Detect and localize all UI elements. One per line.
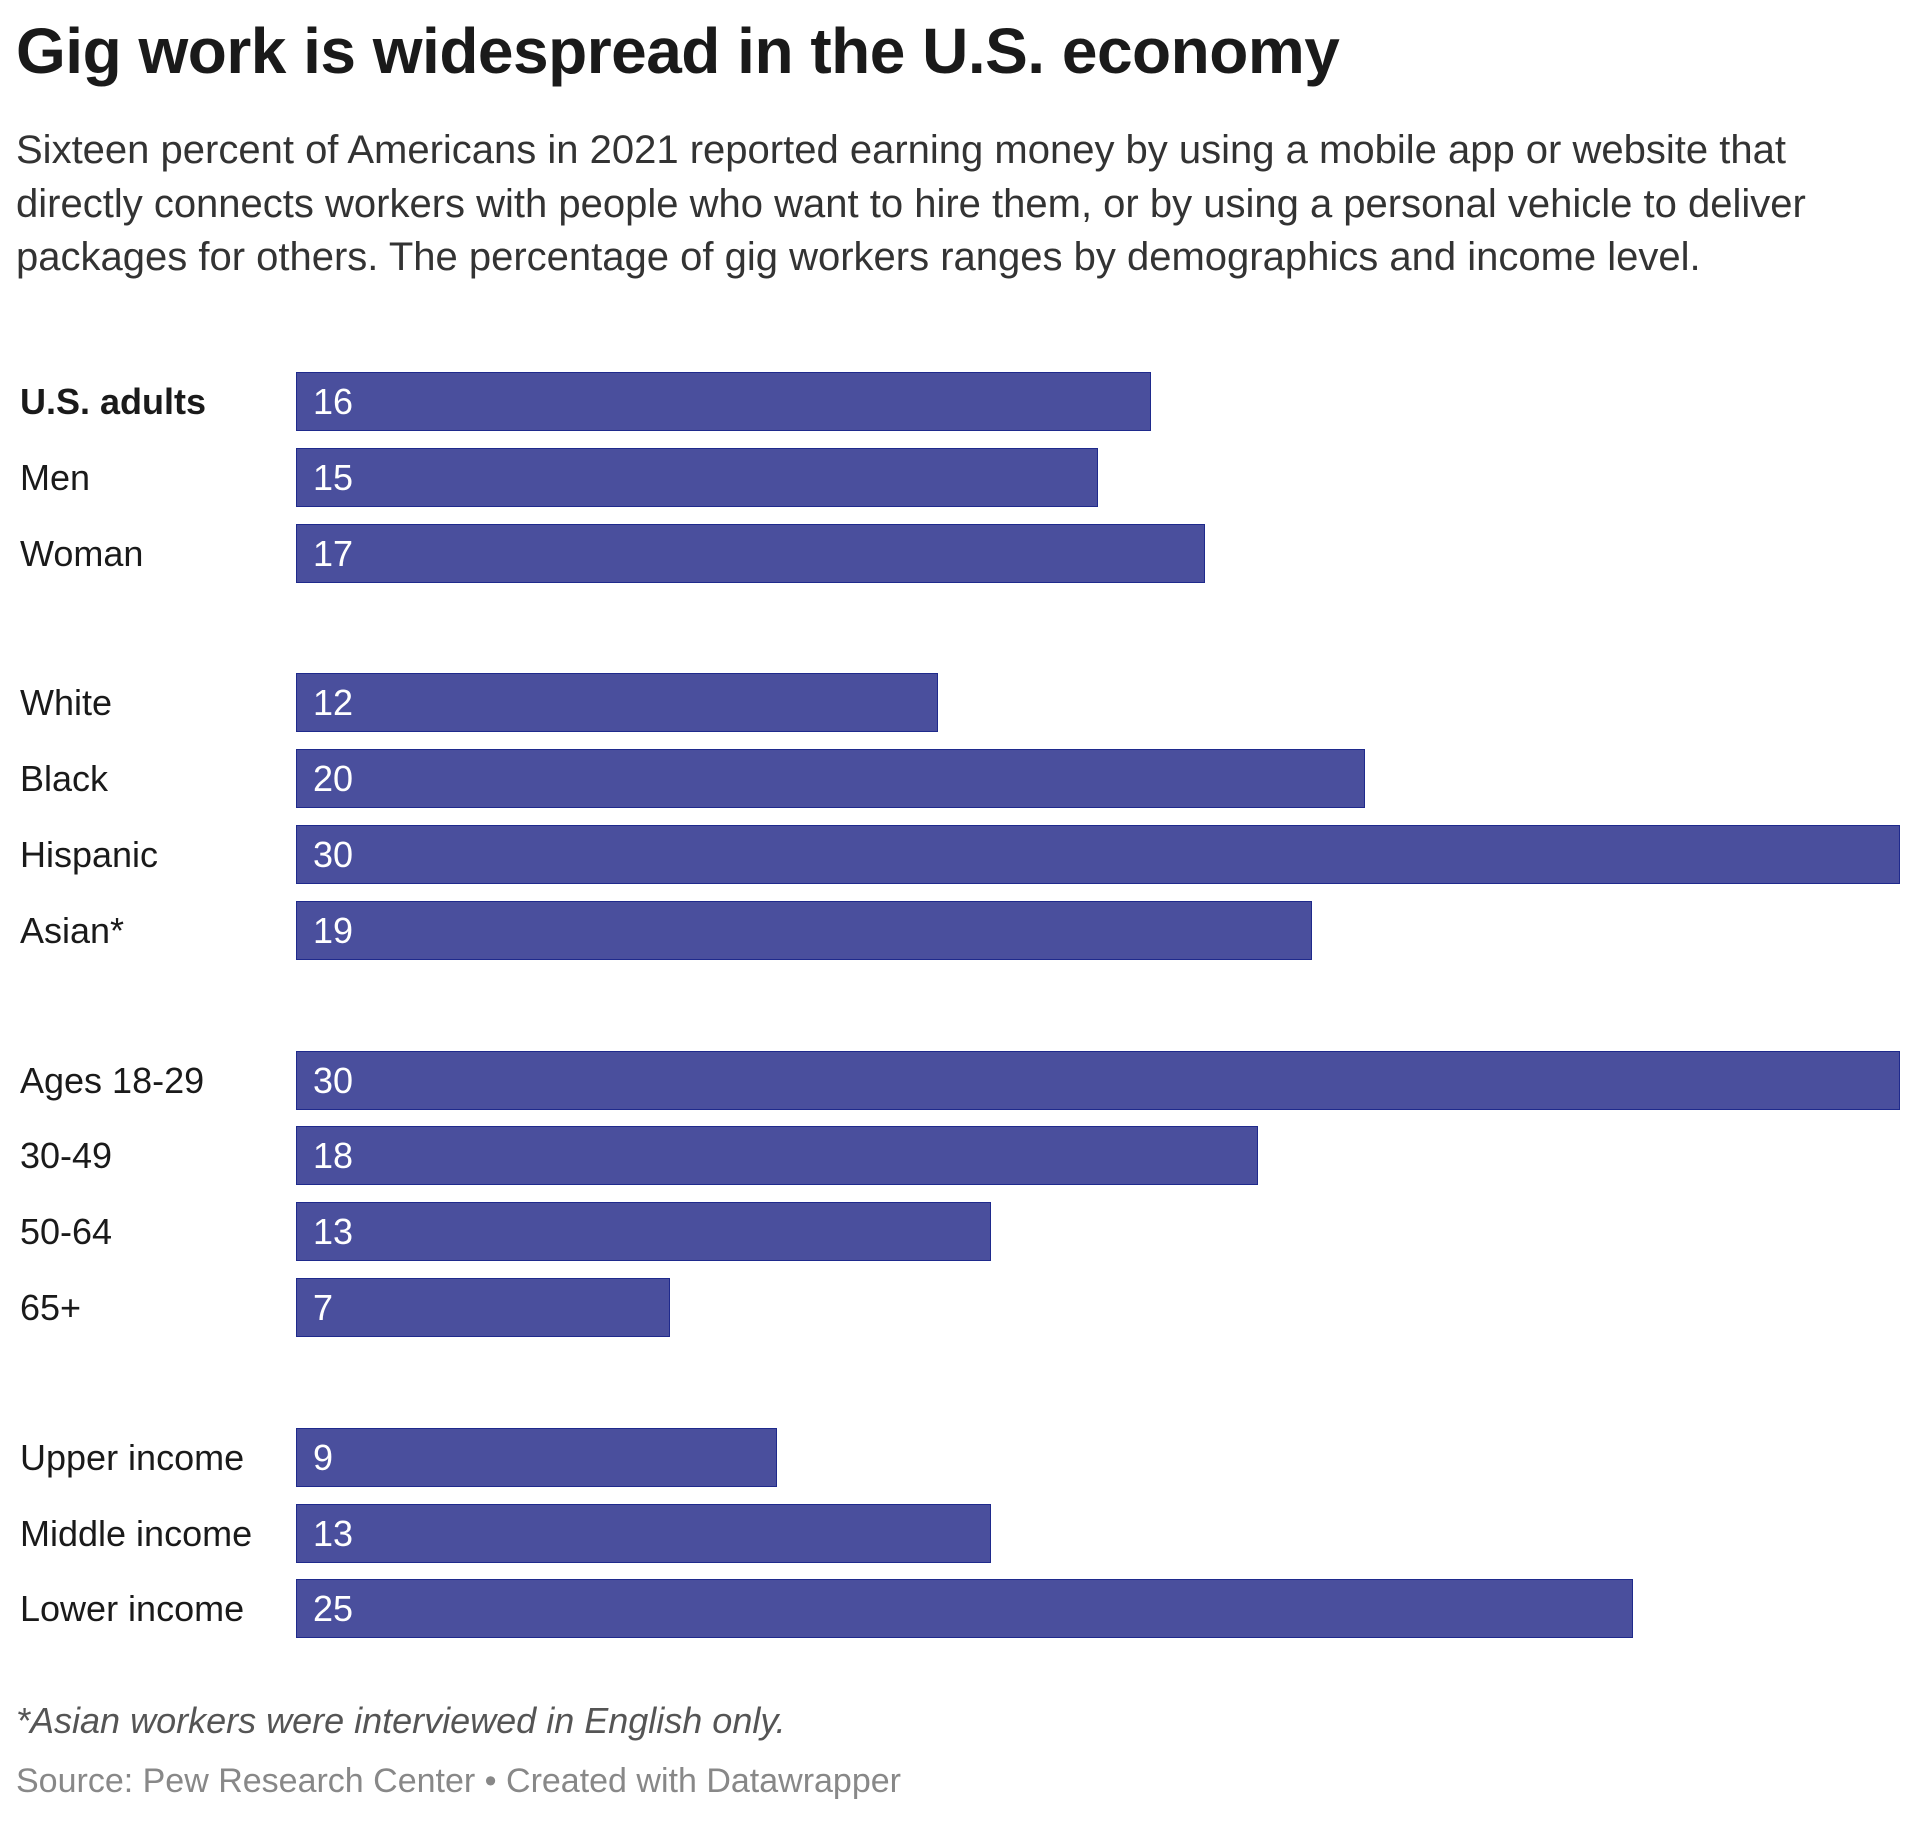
data-label: 15 — [313, 456, 354, 498]
bar — [296, 447, 1098, 507]
data-label: 19 — [313, 909, 354, 951]
bar — [296, 523, 1205, 583]
category-label: Lower income — [20, 1588, 245, 1630]
bar — [296, 1126, 1259, 1186]
bar — [296, 1050, 1900, 1110]
category-label: 30-49 — [20, 1135, 113, 1177]
data-label: 12 — [313, 682, 354, 724]
data-label: 9 — [313, 1436, 334, 1478]
bar — [296, 673, 938, 733]
category-label: Black — [20, 758, 109, 800]
category-label: Woman — [20, 532, 144, 574]
bar — [296, 900, 1312, 960]
category-label: Hispanic — [20, 834, 159, 875]
source-line: Source: Pew Research Center • Created wi… — [16, 1762, 901, 1800]
category-label: Ages 18-29 — [20, 1059, 205, 1101]
data-label: 13 — [313, 1211, 354, 1253]
chart-title: Gig work is widespread in the U.S. econo… — [16, 15, 1340, 87]
category-label: White — [20, 682, 113, 724]
category-label: 50-64 — [20, 1211, 113, 1253]
category-label: Men — [20, 456, 91, 498]
category-label: 65+ — [20, 1287, 82, 1328]
data-label: 20 — [313, 758, 354, 800]
category-label: Asian* — [20, 909, 125, 951]
data-label: 18 — [313, 1135, 354, 1177]
category-label: U.S. adults — [20, 381, 207, 422]
chart-subtitle: Sixteen percent of Americans in 2021 rep… — [16, 128, 1806, 279]
bar — [296, 1579, 1633, 1639]
footnote: *Asian workers were interviewed in Engli… — [16, 1700, 786, 1741]
bar — [296, 825, 1900, 884]
data-label: 30 — [313, 1059, 354, 1101]
data-label: 7 — [313, 1287, 334, 1328]
data-label: 13 — [313, 1512, 354, 1554]
bar — [296, 1278, 671, 1337]
data-label: 17 — [313, 532, 354, 574]
bar — [296, 1503, 992, 1563]
data-label: 25 — [313, 1588, 354, 1630]
bar — [296, 749, 1366, 809]
bar — [296, 1202, 992, 1262]
data-label: 30 — [313, 834, 354, 875]
category-label: Middle income — [20, 1512, 253, 1554]
bar — [296, 372, 1152, 431]
category-label: Upper income — [20, 1436, 245, 1478]
bar — [296, 1427, 778, 1487]
data-label: 16 — [313, 381, 354, 422]
